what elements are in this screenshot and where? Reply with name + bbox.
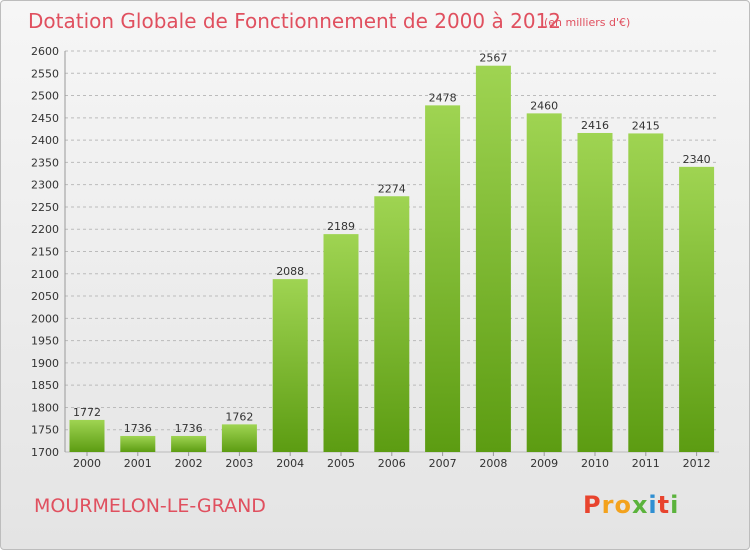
- y-tick-label: 2550: [31, 67, 59, 80]
- bar-2006: [374, 196, 410, 452]
- bar-2008: [475, 65, 511, 452]
- value-label-2000: 1772: [73, 406, 101, 419]
- logo-letter: o: [614, 491, 632, 519]
- y-tick-label: 2450: [31, 112, 59, 125]
- y-tick-label: 2000: [31, 312, 59, 325]
- y-tick-label: 2050: [31, 290, 59, 303]
- value-labels: 1772 1736 1736 1762 2088 2189 2274 2478 2567 2460…: [73, 52, 711, 435]
- unit-note: (en milliers d'€): [544, 16, 631, 29]
- x-tick-label-2000: 2000: [73, 457, 101, 470]
- y-tick-label: 1800: [31, 401, 59, 414]
- x-axis-ticks: 2000 2001 2002 2003 2004 2005 2006 2007 2008 2009…: [73, 452, 711, 470]
- x-tick-label-2005: 2005: [327, 457, 355, 470]
- x-tick-label-2009: 2009: [530, 457, 558, 470]
- value-label-2007: 2478: [429, 91, 457, 104]
- proxiti-logo: Proxiti: [583, 491, 679, 519]
- bar-2001: [120, 435, 156, 452]
- value-label-2002: 1736: [175, 422, 203, 435]
- bar-2000: [69, 419, 105, 452]
- x-tick-label-2007: 2007: [429, 457, 457, 470]
- y-tick-label: 1700: [31, 446, 59, 459]
- logo-letter: P: [583, 491, 602, 519]
- value-label-2005: 2189: [327, 220, 355, 233]
- logo-letter: i: [648, 491, 658, 519]
- value-label-2003: 1762: [225, 410, 253, 423]
- bar-2009: [526, 113, 562, 452]
- value-label-2008: 2567: [479, 52, 507, 65]
- bars: [69, 65, 715, 452]
- value-label-2011: 2415: [632, 119, 660, 132]
- bar-2007: [425, 105, 461, 452]
- y-tick-label: 2600: [31, 45, 59, 58]
- y-tick-label: 2250: [31, 201, 59, 214]
- bar-2004: [272, 279, 308, 452]
- y-tick-label: 1950: [31, 335, 59, 348]
- value-label-2012: 2340: [683, 153, 711, 166]
- bar-2012: [679, 166, 715, 452]
- x-tick-label-2006: 2006: [378, 457, 406, 470]
- logo-letter: i: [670, 491, 680, 519]
- logo-letter: r: [601, 491, 615, 519]
- value-label-2009: 2460: [530, 99, 558, 112]
- value-label-2006: 2274: [378, 182, 406, 195]
- bar-2003: [221, 424, 257, 452]
- y-tick-label: 1900: [31, 357, 59, 370]
- y-tick-label: 2300: [31, 179, 59, 192]
- y-axis-ticks: 1700 1750 1800 1850 1900 1950 2000 2050 2100 2150…: [31, 45, 59, 459]
- y-tick-label: 2350: [31, 156, 59, 169]
- chart-title: Dotation Globale de Fonctionnement de 20…: [28, 9, 561, 33]
- logo-letter: t: [657, 491, 671, 519]
- y-tick-label: 1850: [31, 379, 59, 392]
- x-tick-label-2003: 2003: [225, 457, 253, 470]
- x-tick-label-2004: 2004: [276, 457, 304, 470]
- value-label-2004: 2088: [276, 265, 304, 278]
- y-tick-label: 2200: [31, 223, 59, 236]
- bar-2002: [171, 435, 207, 452]
- x-tick-label-2002: 2002: [175, 457, 203, 470]
- x-tick-label-2001: 2001: [124, 457, 152, 470]
- y-tick-label: 2150: [31, 246, 59, 259]
- y-tick-label: 1750: [31, 424, 59, 437]
- bar-2010: [577, 132, 613, 452]
- bar-2005: [323, 234, 359, 452]
- city-name: MOURMELON-LE-GRAND: [34, 495, 266, 517]
- value-label-2001: 1736: [124, 422, 152, 435]
- x-tick-label-2012: 2012: [683, 457, 711, 470]
- x-tick-label-2011: 2011: [632, 457, 660, 470]
- y-tick-label: 2500: [31, 90, 59, 103]
- y-tick-label: 2400: [31, 134, 59, 147]
- x-tick-label-2010: 2010: [581, 457, 609, 470]
- x-tick-label-2008: 2008: [479, 457, 507, 470]
- logo-letter: x: [631, 491, 649, 519]
- value-label-2010: 2416: [581, 119, 609, 132]
- y-tick-label: 2100: [31, 268, 59, 281]
- bar-2011: [628, 133, 664, 452]
